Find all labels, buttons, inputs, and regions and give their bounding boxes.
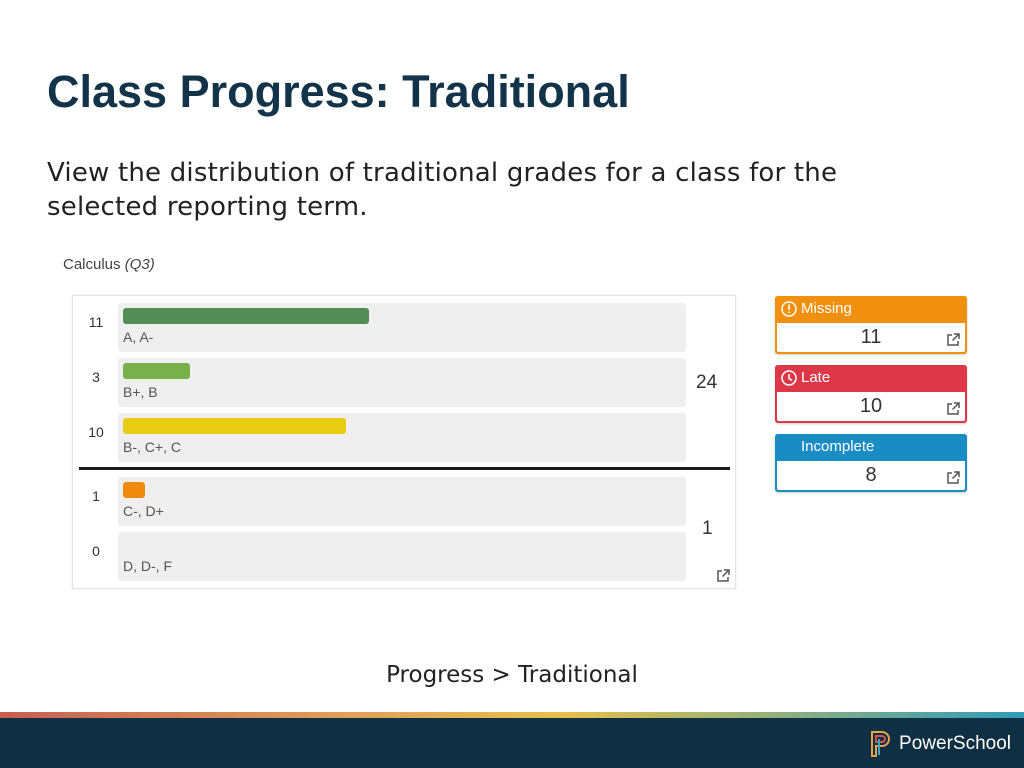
class-label: Calculus (Q3) [63,256,155,273]
powerschool-logo-icon [871,731,891,757]
late-card-label: Late [801,369,831,386]
missing-count: 11 [860,326,882,348]
passing-total: 24 [696,372,718,393]
grade-row[interactable]: 11 A, A- [73,296,735,352]
missing-card-body: 11 [777,323,965,352]
missing-card-header: Missing [775,296,967,321]
footer-bar: PowerSchool [0,718,1024,768]
brand-name: PowerSchool [899,733,1011,754]
grade-count: 3 [92,369,100,385]
pass-fail-divider [79,467,730,470]
grade-row[interactable]: 3 B+, B [73,351,735,407]
incomplete-card[interactable]: Incomplete 8 [775,434,967,492]
grade-bar [123,418,346,434]
grade-distribution-panel: 11 A, A- 3 B+, B 10 B-, C+, C 1 C-, D+ 0… [72,295,736,589]
clock-icon [781,369,797,386]
brand: PowerSchool [869,730,1011,758]
grade-label: A, A- [123,329,154,345]
grade-row[interactable]: 10 B-, C+, C [73,406,735,462]
grade-track: A, A- [118,303,686,352]
external-link-icon[interactable] [945,401,961,417]
incomplete-card-body: 8 [777,461,965,490]
grade-row[interactable]: 1 C-, D+ [73,470,735,526]
external-link-icon[interactable] [945,470,961,486]
late-card-header: Late [775,365,967,390]
external-link-icon[interactable] [945,332,961,348]
grade-track: B-, C+, C [118,413,686,462]
grade-count: 1 [92,488,100,504]
incomplete-card-header: Incomplete [775,434,967,459]
missing-card[interactable]: Missing 11 [775,296,967,354]
external-link-icon[interactable] [715,568,731,584]
late-count: 10 [859,395,883,417]
grade-count: 11 [88,314,104,330]
grade-label: C-, D+ [123,503,164,519]
slide-title: Class Progress: Traditional [47,66,630,117]
grade-label: B+, B [123,384,158,400]
grade-count: 10 [88,424,104,440]
exclamation-circle-icon [781,300,797,317]
footer-stripe [0,712,1024,718]
late-card-body: 10 [777,392,965,421]
navigation-path-caption: Progress > Traditional [386,662,638,688]
incomplete-card-label: Incomplete [801,438,875,455]
grade-label: D, D-, F [123,558,172,574]
grade-row[interactable]: 0 D, D-, F [73,525,735,581]
grade-bar [123,482,145,498]
missing-card-label: Missing [801,300,852,317]
grade-track: C-, D+ [118,477,686,526]
late-card[interactable]: Late 10 [775,365,967,423]
class-name: Calculus [63,256,121,273]
grade-label: B-, C+, C [123,439,181,455]
grade-count: 0 [92,543,100,559]
grade-bar [123,363,190,379]
failing-total: 1 [702,518,713,539]
grade-track: B+, B [118,358,686,407]
grade-track: D, D-, F [118,532,686,581]
slide-description: View the distribution of traditional gra… [47,158,838,222]
class-term: (Q3) [124,256,155,273]
grade-bar [123,308,369,324]
incomplete-count: 8 [865,464,877,486]
